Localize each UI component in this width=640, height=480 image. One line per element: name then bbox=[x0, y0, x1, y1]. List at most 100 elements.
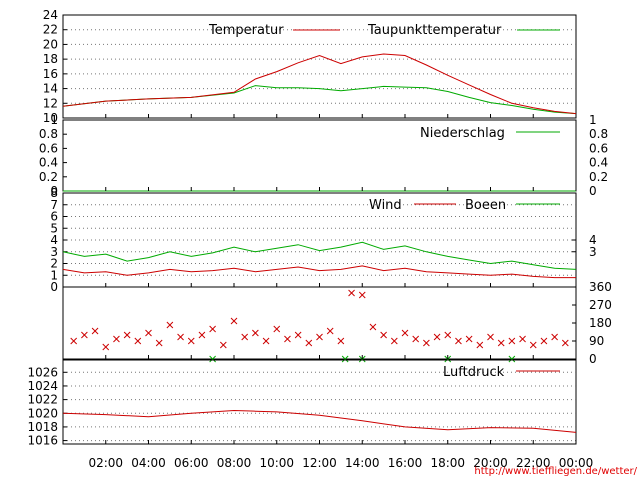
wind-ytick-label-2: 2 bbox=[50, 257, 58, 271]
wind-direction-marker-0-34 bbox=[433, 333, 441, 341]
wind-direction-marker-0-13 bbox=[209, 325, 216, 333]
marker-stroke-b bbox=[145, 329, 152, 337]
wind-direction-marker-0-46 bbox=[561, 339, 569, 347]
precipitation-right-label-0: 0 bbox=[589, 184, 597, 198]
temperature-ytick-label-1: 12 bbox=[43, 96, 58, 110]
wind-direction-marker-0-18 bbox=[262, 337, 270, 345]
marker-stroke-b bbox=[508, 355, 516, 363]
wind-direction-marker-0-25 bbox=[337, 337, 345, 345]
wind-lines bbox=[62, 241, 577, 279]
marker-stroke-b bbox=[519, 335, 526, 343]
wind-direction-markers bbox=[70, 289, 569, 363]
precipitation-right-label-2: 0.4 bbox=[589, 156, 608, 170]
marker-stroke-b bbox=[219, 341, 227, 349]
wind_direction-y2tick-label-4: 360 bbox=[589, 280, 612, 294]
marker-stroke-b bbox=[241, 333, 249, 341]
wind-direction-marker-0-32 bbox=[412, 335, 420, 343]
wind-direction-marker-0-27 bbox=[358, 291, 366, 299]
wind-direction-marker-0-43 bbox=[529, 341, 537, 349]
pressure-ytick-label-1: 1018 bbox=[27, 420, 58, 434]
marker-stroke-b bbox=[102, 343, 110, 351]
precipitation-right-label-1: 0.2 bbox=[589, 170, 608, 184]
marker-stroke-b bbox=[187, 337, 195, 345]
wind-direction-marker-0-39 bbox=[487, 333, 494, 341]
marker-stroke-b bbox=[123, 331, 131, 339]
wind-ytick-label-7: 7 bbox=[50, 198, 58, 212]
wind-direction-marker-0-11 bbox=[187, 337, 195, 345]
xtick-label-5: 12:00 bbox=[302, 456, 337, 470]
wind-direction-marker-0-14 bbox=[219, 341, 227, 349]
temperature-series-temperatur-line bbox=[62, 53, 577, 115]
marker-stroke-b bbox=[81, 331, 88, 339]
wind-direction-marker-0-17 bbox=[252, 329, 259, 337]
pressure-ytick-label-2: 1020 bbox=[27, 406, 58, 420]
marker-stroke-b bbox=[497, 339, 505, 347]
wind-y2tick-label-0: 3 bbox=[589, 245, 597, 259]
wind-direction-marker-0-26 bbox=[348, 289, 355, 297]
wind-ytick-label-5: 5 bbox=[50, 221, 58, 235]
marker-stroke-b bbox=[455, 337, 462, 345]
wind-direction-marker-0-28 bbox=[369, 323, 377, 331]
marker-stroke-b bbox=[390, 337, 398, 345]
marker-stroke-b bbox=[348, 289, 355, 297]
wind-direction-marker-0-22 bbox=[305, 339, 313, 347]
wind-direction-marker-0-6 bbox=[134, 337, 142, 345]
marker-stroke-b bbox=[209, 355, 216, 363]
xtick-label-6: 14:00 bbox=[345, 456, 380, 470]
wind-direction-marker-0-36 bbox=[455, 337, 462, 345]
precipitation-right-label-4: 0.8 bbox=[589, 127, 608, 141]
wind-ytick-label-4: 4 bbox=[50, 233, 58, 247]
temperature-ytick-label-5: 20 bbox=[43, 37, 58, 51]
marker-stroke-b bbox=[508, 337, 516, 345]
wind-direction-marker-0-4 bbox=[113, 335, 120, 343]
marker-stroke-b bbox=[209, 325, 216, 333]
marker-stroke-b bbox=[273, 325, 281, 333]
precipitation-ytick-label-0: 0 bbox=[50, 184, 58, 198]
wind-series-wind-line bbox=[62, 265, 576, 279]
pressure-ytick-label-3: 1022 bbox=[27, 393, 58, 407]
precipitation-ytick-label-1: 0.2 bbox=[39, 170, 58, 184]
wind-direction-marker-0-23 bbox=[316, 333, 323, 341]
wind-direction-marker-0-5 bbox=[123, 331, 131, 339]
pressure-ytick-label-4: 1024 bbox=[27, 379, 58, 393]
marker-stroke-b bbox=[70, 337, 78, 345]
wind-direction-marker-1-1 bbox=[341, 355, 349, 363]
wind-direction-marker-0-3 bbox=[102, 343, 110, 351]
precipitation-right-label-5: 1 bbox=[589, 113, 597, 127]
legend-niederschlag-label: Niederschlag bbox=[420, 126, 505, 141]
wind-direction-marker-0-38 bbox=[476, 341, 484, 349]
pressure-lines bbox=[62, 409, 577, 433]
marker-stroke-b bbox=[294, 331, 302, 339]
marker-stroke-b bbox=[326, 327, 334, 335]
wind-direction-marker-0-8 bbox=[155, 339, 163, 347]
wind-direction-marker-0-12 bbox=[198, 331, 206, 339]
precipitation-ytick-label-2: 0.4 bbox=[39, 156, 58, 170]
wind-direction-marker-0-2 bbox=[91, 327, 99, 335]
source-url: http://www.tieffliegen.de/wetter/ bbox=[474, 466, 637, 477]
pressure-ytick-label-5: 1026 bbox=[27, 365, 58, 379]
temperature-ytick-label-6: 22 bbox=[43, 23, 58, 37]
temperature-ytick-label-7: 24 bbox=[43, 8, 58, 22]
marker-stroke-b bbox=[284, 335, 291, 343]
wind-ytick-label-8: 8 bbox=[50, 186, 58, 200]
wind-direction-marker-0-35 bbox=[444, 331, 452, 339]
marker-stroke-b bbox=[444, 331, 452, 339]
marker-stroke-b bbox=[540, 337, 548, 345]
wind_direction-y2tick-label-1: 90 bbox=[589, 334, 604, 348]
marker-stroke-b bbox=[465, 335, 473, 343]
wind-direction-marker-0-1 bbox=[81, 331, 88, 339]
marker-stroke-b bbox=[529, 341, 537, 349]
wind-grid bbox=[63, 204, 576, 276]
precipitation-ytick-label-5: 1 bbox=[50, 113, 58, 127]
wind-direction-marker-1-4 bbox=[508, 355, 516, 363]
temperature-ytick-label-0: 10 bbox=[43, 111, 58, 125]
wind_direction-y2tick-label-0: 0 bbox=[589, 352, 597, 366]
xtick-label-8: 18:00 bbox=[430, 456, 465, 470]
marker-stroke-b bbox=[166, 321, 174, 329]
marker-stroke-b bbox=[91, 327, 99, 335]
wind-direction-marker-0-42 bbox=[519, 335, 526, 343]
wind-direction-marker-0-7 bbox=[145, 329, 152, 337]
